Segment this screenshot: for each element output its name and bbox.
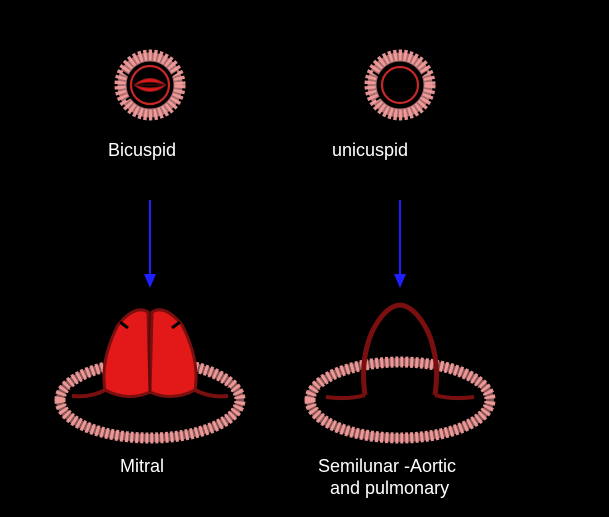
bicuspid-top-view [120, 55, 180, 115]
label-semilunar-1: Semilunar -Aortic [318, 456, 456, 477]
diagram-svg [0, 0, 609, 517]
label-mitral: Mitral [120, 456, 164, 477]
arrow-left [144, 200, 156, 288]
label-semilunar-2: and pulmonary [330, 478, 449, 499]
label-bicuspid: Bicuspid [108, 140, 176, 161]
unicuspid-top-view [370, 55, 430, 115]
semilunar-oblique [310, 305, 490, 438]
arrow-right [394, 200, 406, 288]
mitral-oblique [60, 310, 240, 438]
label-unicuspid: unicuspid [332, 140, 408, 161]
